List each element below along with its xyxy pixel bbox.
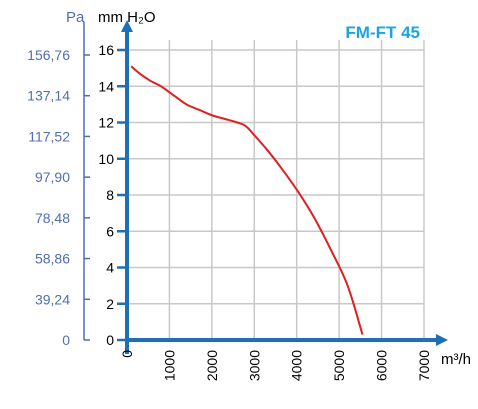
x-tick-label: 4000	[289, 350, 305, 381]
y-tick-label: 16	[98, 42, 114, 58]
grid-lines	[127, 40, 425, 340]
y-tick-label: 2	[106, 296, 114, 312]
x-unit-label: m³/h	[441, 351, 471, 368]
tick-labels: 0 2 4 6 8 10 12 14 16 0 1000 2000 3000 4000 5000 6000 70…	[27, 42, 432, 381]
x-tick-label: 3000	[246, 350, 262, 381]
x-axis-arrow-icon	[436, 334, 448, 346]
y-tick-label: 4	[106, 260, 114, 276]
pa-tick-label: 58,86	[35, 251, 70, 267]
x-tick-label: 6000	[374, 350, 390, 381]
pa-tick-label: 78,48	[35, 210, 70, 226]
pa-tick-label: 156,76	[27, 47, 70, 63]
y-tick-label: 6	[106, 223, 114, 239]
pa-tick-label: 97,90	[35, 169, 70, 185]
x-tick-label: 2000	[204, 350, 220, 381]
y-tick-label: 14	[98, 78, 114, 94]
x-tick-label: 0	[119, 350, 135, 358]
y-unit-label: mm H₂O	[98, 9, 155, 26]
x-tick-label: 5000	[331, 350, 347, 381]
y-tick-label: 12	[98, 115, 114, 131]
pa-tick-label: 39,24	[35, 291, 70, 307]
y-tick-label: 0	[106, 332, 114, 348]
x-tick-label: 1000	[161, 350, 177, 381]
y-axis-arrow-icon	[121, 20, 133, 32]
chart-title: FM-FT 45	[345, 23, 420, 42]
pa-tick-label: 117,52	[28, 128, 70, 144]
y-tick-label: 8	[106, 187, 114, 203]
pa-tick-label: 0	[62, 332, 70, 348]
x-tick-label: 7000	[416, 350, 432, 381]
series-curve	[130, 65, 364, 335]
y-tick-label: 10	[98, 151, 114, 167]
pa-unit-label: Pa	[66, 9, 85, 26]
main-y-axis	[121, 20, 448, 354]
pa-tick-label: 137,14	[27, 88, 70, 104]
